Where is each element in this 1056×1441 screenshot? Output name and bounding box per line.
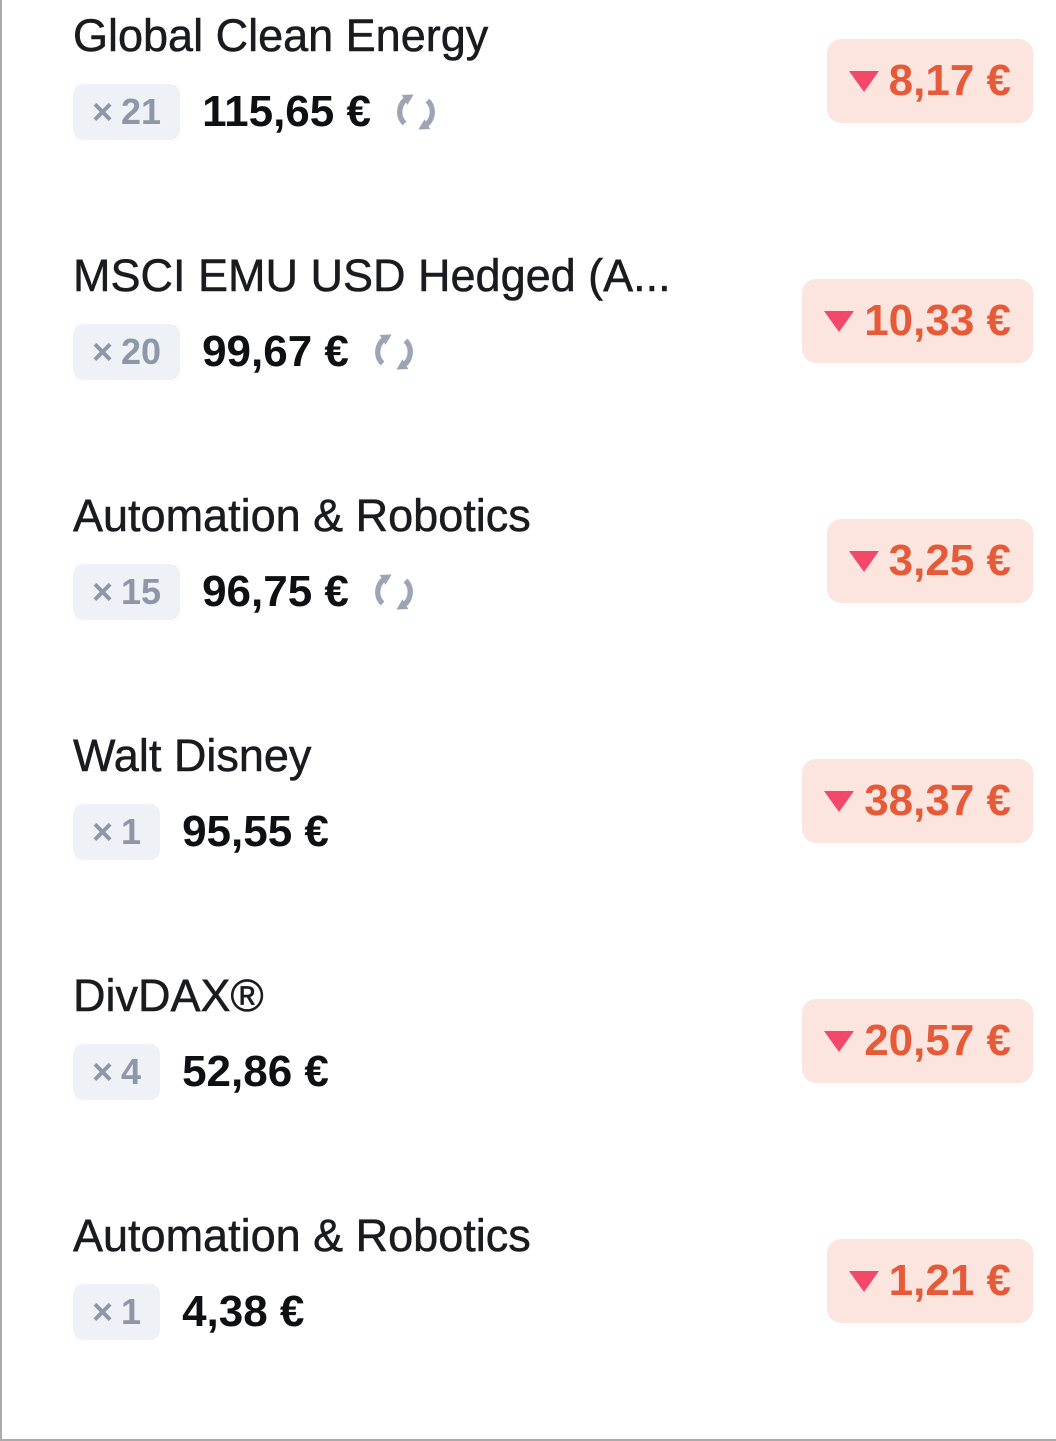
- change-badge: 3,25 €: [826, 519, 1033, 603]
- quantity-badge: × 1: [73, 803, 161, 860]
- triangle-down-icon: [824, 1030, 855, 1052]
- quantity-value: 15: [121, 570, 162, 612]
- holding-info: MSCI EMU USD Hedged (A... × 20 99,67 €: [73, 248, 671, 380]
- quantity-badge: × 20: [73, 323, 181, 380]
- change-amount: 8,17 €: [888, 56, 1011, 105]
- quantity-value: 20: [121, 330, 162, 372]
- holding-row[interactable]: Automation & Robotics × 15 96,75 €: [73, 488, 1033, 728]
- screen-bottom-edge-line: [0, 1439, 1056, 1441]
- quantity-value: 1: [121, 810, 142, 852]
- quantity-badge: × 15: [73, 563, 181, 620]
- holding-info: Automation & Robotics × 1 4,38 €: [73, 1208, 531, 1340]
- multiply-symbol: ×: [92, 810, 114, 852]
- holding-info: Walt Disney × 1 95,55 €: [73, 728, 329, 860]
- holding-row[interactable]: Walt Disney × 1 95,55 € 38,37 €: [73, 728, 1033, 968]
- quantity-value: 1: [121, 1290, 142, 1332]
- holding-price: 52,86 €: [182, 1046, 329, 1096]
- holding-name: Global Clean Energy: [73, 10, 489, 62]
- change-badge: 8,17 €: [826, 39, 1033, 123]
- change-amount: 1,21 €: [888, 1256, 1011, 1305]
- holding-detail-line: × 4 52,86 €: [73, 1043, 329, 1100]
- holding-row[interactable]: DivDAX® × 4 52,86 € 20,57 €: [73, 968, 1033, 1208]
- quantity-value: 21: [121, 90, 162, 132]
- multiply-symbol: ×: [92, 1290, 114, 1332]
- holding-detail-line: × 1 4,38 €: [73, 1283, 531, 1340]
- change-badge: 10,33 €: [802, 279, 1033, 363]
- holding-name: DivDAX®: [73, 970, 264, 1022]
- triangle-down-icon: [824, 790, 855, 812]
- recurring-order-icon: [371, 329, 417, 375]
- triangle-down-icon: [848, 550, 879, 572]
- holding-detail-line: × 1 95,55 €: [73, 803, 329, 860]
- holding-price: 95,55 €: [182, 806, 329, 856]
- change-amount: 20,57 €: [864, 1016, 1011, 1065]
- recurring-order-icon: [371, 569, 417, 615]
- quantity-badge: × 21: [73, 83, 181, 140]
- holding-detail-line: × 20 99,67 €: [73, 323, 671, 380]
- holding-detail-line: × 21 115,65 €: [73, 83, 488, 140]
- holding-name: Automation & Robotics: [73, 1210, 531, 1262]
- multiply-symbol: ×: [92, 90, 114, 132]
- holding-price: 99,67 €: [202, 326, 349, 376]
- multiply-symbol: ×: [92, 570, 114, 612]
- multiply-symbol: ×: [92, 1050, 114, 1092]
- screen-left-edge-line: [0, 0, 2, 1441]
- holding-name: MSCI EMU USD Hedged (A...: [73, 250, 671, 302]
- change-amount: 38,37 €: [864, 776, 1011, 825]
- holding-row[interactable]: Global Clean Energy × 21 115,65 €: [73, 8, 1033, 248]
- quantity-badge: × 4: [73, 1043, 161, 1100]
- holding-name: Walt Disney: [73, 730, 312, 782]
- triangle-down-icon: [848, 1270, 879, 1292]
- holding-price: 96,75 €: [202, 566, 349, 616]
- holding-info: DivDAX® × 4 52,86 €: [73, 968, 329, 1100]
- change-amount: 10,33 €: [864, 296, 1011, 345]
- change-badge: 38,37 €: [802, 759, 1033, 843]
- triangle-down-icon: [824, 310, 855, 332]
- holding-row[interactable]: MSCI EMU USD Hedged (A... × 20 99,67 €: [73, 248, 1033, 488]
- holding-info: Automation & Robotics × 15 96,75 €: [73, 488, 531, 620]
- quantity-badge: × 1: [73, 1283, 161, 1340]
- holding-row[interactable]: Automation & Robotics × 1 4,38 € 1,21 €: [73, 1208, 1033, 1441]
- change-badge: 20,57 €: [802, 999, 1033, 1083]
- holding-detail-line: × 15 96,75 €: [73, 563, 531, 620]
- multiply-symbol: ×: [92, 330, 114, 372]
- recurring-order-icon: [393, 89, 439, 135]
- change-badge: 1,21 €: [826, 1239, 1033, 1323]
- triangle-down-icon: [848, 70, 879, 92]
- holding-info: Global Clean Energy × 21 115,65 €: [73, 8, 489, 140]
- holding-price: 4,38 €: [182, 1286, 305, 1336]
- holding-price: 115,65 €: [202, 86, 371, 136]
- quantity-value: 4: [121, 1050, 142, 1092]
- holding-name: Automation & Robotics: [73, 490, 531, 542]
- change-amount: 3,25 €: [888, 536, 1011, 585]
